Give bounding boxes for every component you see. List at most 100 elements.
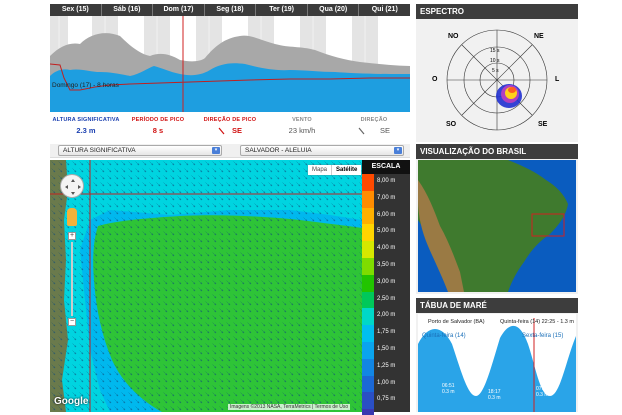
wave-direction-arrows [50,160,362,412]
stat-peak-period: PERÍODO DE PICO 8 s [122,114,194,140]
location-select[interactable]: SALVADOR - ALELUIA ▾ [240,145,404,156]
tide-low-1: 06:51 0.3 m [442,383,455,395]
scale-label: 1,00 m [377,379,396,386]
scale-row: 1,25 m [362,358,410,376]
direction-label-o: O [432,76,438,83]
scale-swatch [362,409,374,415]
scale-row: 3,50 m [362,257,410,275]
andes-region [418,180,464,292]
scale-label: 8,00 m [377,178,396,184]
tide-day-label: Quinta-feira (14) [422,333,466,339]
brazil-title: VISUALIZAÇÃO DO BRASIL [416,144,578,159]
tide-time: 18:17 [488,389,501,395]
pan-control[interactable] [60,174,84,198]
scale-rows: 8,00 m 7,00 m 6,00 m 5,00 m 4,00 m 3,50 m 3,00… [362,174,410,415]
brazil-map[interactable] [418,160,576,292]
zoom-out-button[interactable]: − [68,318,76,326]
peak-period-line [50,63,410,91]
scale-swatch [362,207,374,225]
parameter-select-value: ALTURA SIGNIFICATIVA [63,147,136,154]
stat-wind: VENTO 23 km/h [266,114,338,140]
tide-height: 0.3 m [442,389,455,395]
tide-chart[interactable]: Porto de Salvador (BA) Quinta-feira (14)… [418,314,576,412]
zoom-in-button[interactable]: + [68,232,76,240]
ring-label: 15 s [490,48,500,54]
spectrum-svg [446,29,548,131]
scale-label: 2,50 m [377,295,396,302]
stat-value: 23 km/h [288,126,316,135]
scale-swatch [362,241,374,258]
direction-label-se: SE [538,121,548,128]
day-tab[interactable]: Qui (21) [358,4,410,16]
scale-label: 0,50 m [377,413,395,415]
map-attribution[interactable]: Imagens ©2013 NASA, TerraMetrics | Termo… [228,404,351,410]
forecast-day-bar: Sex (15) Sáb (16) Dom (17) Seg (18) Ter … [50,4,410,16]
stat-value: 2.3 m [76,126,96,135]
scale-row: 2,00 m [362,308,410,326]
scale-swatch [362,224,374,242]
map-svg [50,160,362,412]
ring-label: 5 s [492,68,499,74]
scale-swatch [362,358,374,376]
stat-label: DIREÇÃO [360,117,388,123]
scale-label: 1,25 m [377,362,396,369]
map-controls-bar: ALTURA SIGNIFICATIVA ▾ SALVADOR - ALELUI… [50,144,410,158]
map-type-map-button[interactable]: Mapa [308,165,333,175]
brazil-panel: VISUALIZAÇÃO DO BRASIL [416,144,578,294]
current-time-label: Domingo (17) - 8 horas [52,82,119,89]
tide-time: 07:41 [536,386,549,392]
spectrum-panel: ESPECTRO NO NE O L SO SE 15 s 10 s 5 s [416,4,578,142]
street-view-pegman-icon[interactable] [67,208,77,226]
scale-label: 5,00 m [377,228,396,235]
tide-day-label: Sexta-feira (15) [522,333,564,339]
tide-curve [418,325,576,412]
scale-swatch [362,291,374,309]
zoom-slider-track[interactable] [71,242,73,316]
scale-label: 6,00 m [377,211,396,218]
tide-port: Porto de Salvador (BA) [428,319,485,325]
tide-time: 06:51 [442,383,455,389]
day-tab[interactable]: Ter (19) [255,4,307,16]
scale-title: ESCALA [362,160,410,174]
day-tab[interactable]: Sex (15) [61,6,89,13]
tide-title: TÁBUA DE MARÉ [416,298,578,313]
select-arrow-icon: ▾ [212,147,220,154]
scale-label: 3,00 m [377,278,396,285]
scale-swatch [362,257,374,275]
scale-row: 2,50 m [362,291,410,309]
tide-low-3: 07:41 0.3 m [536,386,549,398]
google-logo: Google [54,396,89,407]
scale-row: 1,75 m [362,325,410,342]
day-tab[interactable]: Dom (17) [152,4,204,16]
stat-label: ALTURA SIGNIFICATIVA [52,117,120,123]
brazil-map-svg [418,160,576,292]
stat-label: DIREÇÃO DE PICO [203,117,257,123]
scale-swatch [362,274,374,292]
stat-wind-direction: DIREÇÃO SE [338,114,410,140]
scale-row: 6,00 m [362,207,410,225]
parameter-select[interactable]: ALTURA SIGNIFICATIVA ▾ [58,145,222,156]
wave-forecast-graph[interactable]: Domingo (17) - 8 horas [50,16,410,112]
ring-label: 10 s [490,58,500,64]
select-arrow-icon: ▾ [394,147,402,154]
scale-swatch [362,341,374,359]
scale-label: 2,00 m [377,312,396,319]
map-type-satellite-button[interactable]: Satélite [332,165,362,175]
stat-label: VENTO [292,117,312,123]
spectrum-plot: NO NE O L SO SE 15 s 10 s 5 s [416,20,578,142]
day-tab[interactable]: Qua (20) [306,4,359,16]
stat-label: PERÍODO DE PICO [131,117,185,123]
day-tab[interactable]: Seg (18) [203,4,256,16]
region-highlight-box [531,213,565,237]
stat-wave-height: ALTURA SIGNIFICATIVA 2.3 m [50,114,122,140]
scale-row: 3,00 m [362,274,410,292]
day-tab[interactable]: Sáb (16) [100,4,153,16]
scale-swatch [362,190,374,208]
tide-height: 0.3 m [488,395,501,401]
tide-panel: TÁBUA DE MARÉ Porto de Salvador (BA) Qui… [416,298,578,412]
spectrum-energy [496,84,522,108]
scale-row: 8,00 m [362,174,410,191]
wave-height-map[interactable]: Mapa Satélite + − Google Imagens ©2013 N… [50,160,362,412]
direction-label-so: SO [446,121,457,128]
